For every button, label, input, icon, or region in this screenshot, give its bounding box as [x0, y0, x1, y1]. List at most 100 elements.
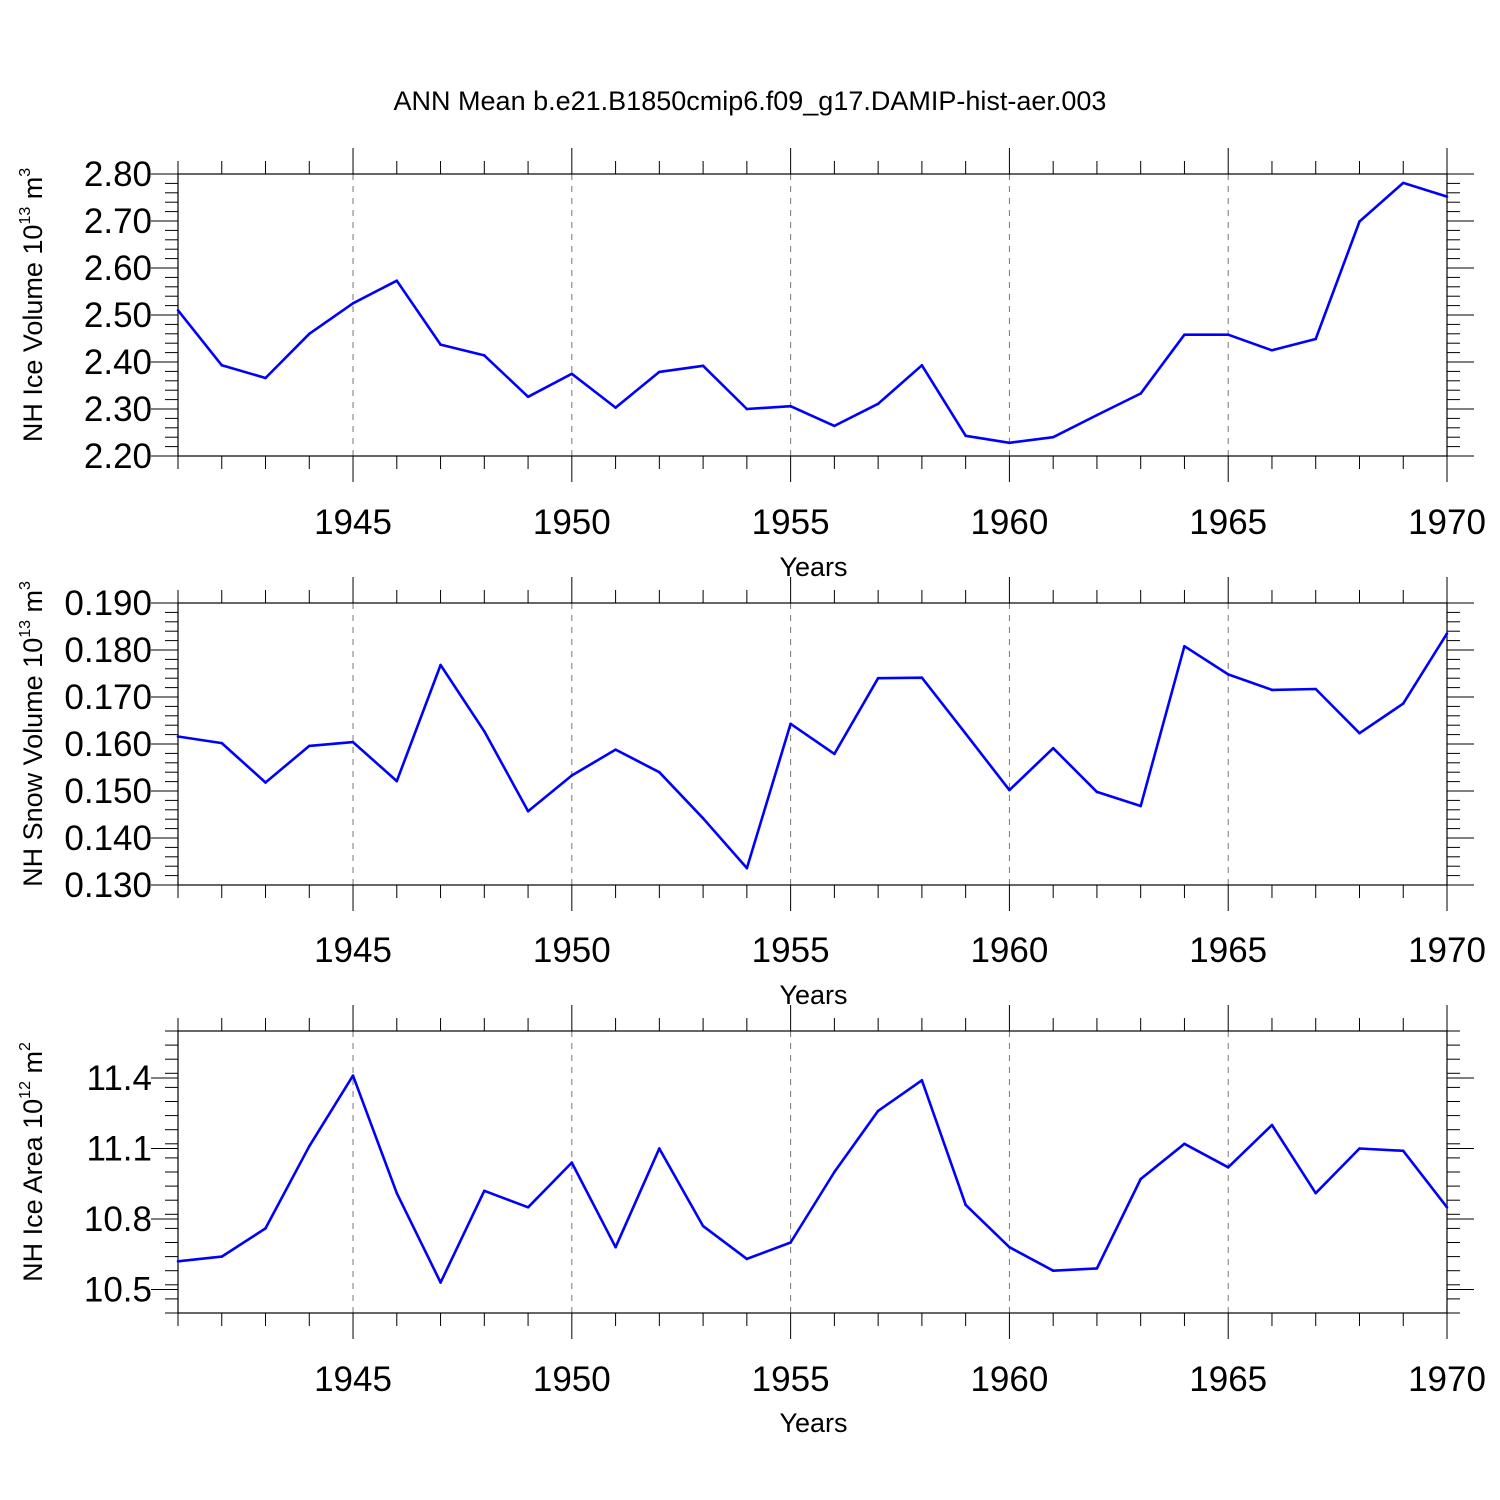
data-point — [1139, 804, 1142, 808]
data-point — [1051, 746, 1055, 750]
data-point — [439, 1281, 442, 1284]
data-point — [789, 1241, 792, 1244]
data-point — [1445, 1205, 1449, 1209]
series-line — [177, 1074, 1449, 1284]
y-tick-label: 2.40 — [84, 343, 152, 382]
y-axis-label: NH Snow Volume 1013 m3 — [17, 581, 48, 887]
x-tick-label: 1965 — [1189, 931, 1267, 970]
data-point — [745, 407, 749, 411]
data-point — [658, 370, 661, 374]
x-axis-label: Years — [779, 1408, 847, 1438]
data-point — [1401, 702, 1405, 705]
data-point — [658, 1147, 661, 1150]
x-tick-label: 1950 — [533, 503, 611, 542]
x-tick-label: 1945 — [314, 931, 392, 970]
data-point — [351, 301, 355, 305]
data-point — [1183, 333, 1186, 337]
data-point — [1226, 673, 1230, 676]
x-tick-label: 1960 — [970, 931, 1048, 970]
data-point — [1095, 790, 1099, 794]
data-point — [1314, 1191, 1318, 1195]
data-point — [570, 1161, 574, 1164]
data-point — [176, 1260, 180, 1263]
y-tick-label: 2.50 — [84, 296, 152, 335]
data-point — [483, 1189, 486, 1193]
data-point — [220, 1255, 224, 1258]
x-tick-label: 1960 — [970, 1360, 1048, 1399]
data-point — [789, 722, 792, 726]
data-point — [176, 735, 180, 738]
data-point — [570, 774, 574, 777]
data-point — [745, 1257, 749, 1261]
data-point — [526, 395, 530, 399]
chart-panel-3: 10.5 10.8 11.1 11.4 1945 1950 1955 1960 1965 1970… — [17, 1005, 1486, 1438]
data-point — [833, 1170, 836, 1174]
data-point — [1095, 413, 1099, 417]
data-point — [1270, 688, 1274, 692]
y-tick-label: 0.150 — [64, 772, 152, 811]
y-tick-label: 2.20 — [84, 437, 152, 476]
data-point — [395, 1191, 399, 1195]
plot-frame — [177, 602, 1448, 886]
x-tick-label: 1945 — [314, 1360, 392, 1399]
data-point — [964, 732, 967, 735]
y-axis-label: NH Ice Area 1012 m2 — [17, 1042, 48, 1282]
chart-title: ANN Mean b.e21.B1850cmip6.f09_g17.DAMIP-… — [394, 86, 1107, 116]
y-tick-label: 2.30 — [84, 390, 152, 429]
y-tick-label: 0.160 — [64, 725, 152, 764]
data-point — [1270, 1123, 1274, 1127]
y-axis-label: NH Ice Volume 1013 m3 — [17, 168, 48, 442]
y-tick-label: 2.80 — [84, 155, 152, 194]
data-point — [920, 676, 924, 680]
plot-frame — [177, 1030, 1448, 1314]
data-point — [701, 816, 705, 820]
data-point — [1314, 687, 1318, 691]
chart-panels: 2.20 2.30 2.40 2.50 2.60 2.70 2.80 1945 1950 1955… — [17, 148, 1486, 1438]
data-point — [920, 363, 924, 367]
data-point — [307, 1144, 311, 1148]
data-point — [1445, 195, 1449, 198]
data-point — [920, 1079, 924, 1082]
data-point — [395, 779, 399, 783]
data-point — [1051, 1269, 1055, 1272]
y-tick-label: 0.130 — [64, 866, 152, 905]
x-tick-label: 1955 — [752, 931, 830, 970]
data-point — [220, 363, 224, 367]
x-tick-label: 1955 — [752, 1360, 830, 1399]
data-point — [176, 309, 180, 312]
data-point — [1270, 348, 1274, 352]
x-tick-label: 1970 — [1408, 1360, 1486, 1399]
x-axis-label: Years — [779, 552, 847, 582]
x-tick-label: 1970 — [1408, 503, 1486, 542]
data-point — [439, 343, 442, 346]
y-tick-label: 2.60 — [84, 249, 152, 288]
data-point — [395, 279, 399, 282]
data-point — [745, 866, 749, 870]
y-tick-label: 10.5 — [84, 1271, 152, 1310]
data-point — [876, 1109, 880, 1113]
y-tick-label: 0.180 — [64, 631, 152, 670]
data-point — [483, 730, 486, 733]
chart-panel-2: 0.130 0.140 0.150 0.160 0.170 0.180 0.190 1945 1… — [17, 577, 1486, 1010]
series-line — [176, 181, 1448, 445]
data-point — [1095, 1267, 1099, 1270]
x-axis-label: Years — [779, 980, 847, 1010]
data-point — [964, 434, 967, 438]
y-tick-label: 0.190 — [64, 584, 152, 623]
data-point — [264, 376, 267, 380]
data-point — [789, 404, 792, 408]
data-point — [1401, 181, 1405, 185]
data-point — [1008, 788, 1011, 792]
data-point — [1139, 392, 1142, 395]
data-point — [1358, 731, 1361, 735]
data-point — [264, 781, 267, 784]
data-point — [220, 741, 224, 745]
data-point — [526, 809, 530, 813]
data-point — [483, 354, 486, 357]
series-line — [177, 632, 1449, 870]
data-point — [1445, 632, 1449, 635]
data-point — [351, 740, 355, 744]
y-tick-label: 11.1 — [86, 1130, 152, 1169]
data-point — [1226, 333, 1230, 337]
data-point — [1051, 435, 1055, 439]
